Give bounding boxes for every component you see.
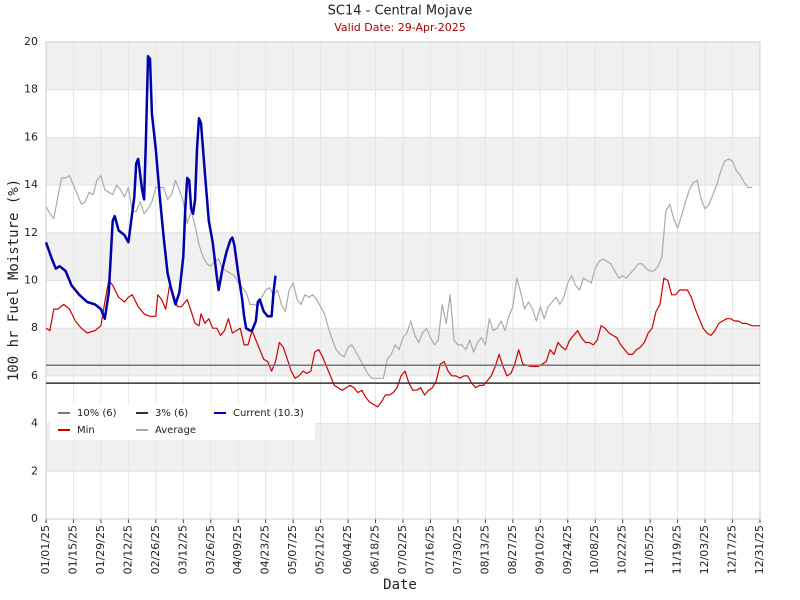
series-line <box>44 55 277 332</box>
x-tick-label: 10/08/25 <box>588 525 601 574</box>
x-tick-label: 07/16/25 <box>423 525 436 574</box>
x-tick-label: 01/29/25 <box>94 525 107 574</box>
x-tick-label: 02/12/25 <box>121 525 134 574</box>
x-tick-label: 04/09/25 <box>231 525 244 574</box>
x-tick-label: 09/10/25 <box>533 525 546 574</box>
legend-label: Min <box>77 425 95 436</box>
legend-label: 3% (6) <box>155 408 188 419</box>
x-tick-label: 03/26/25 <box>204 525 217 574</box>
y-tick-label: 6 <box>31 369 38 382</box>
x-tick-label: 06/04/25 <box>341 525 354 574</box>
y-tick-label: 14 <box>24 178 38 191</box>
y-tick-label: 10 <box>24 274 38 287</box>
x-tick-label: 01/01/25 <box>39 525 52 574</box>
y-tick-label: 2 <box>31 464 38 477</box>
x-tick-label: 06/18/25 <box>369 525 382 574</box>
plot-frame <box>45 41 761 520</box>
chart-title: SC14 - Central Mojave <box>328 4 473 19</box>
y-tick-label: 20 <box>24 35 38 48</box>
x-tick-label: 07/02/25 <box>396 525 409 574</box>
y-tick-label: 12 <box>24 226 38 239</box>
x-tick-label: 09/24/25 <box>561 525 574 574</box>
series-line <box>45 158 753 379</box>
x-tick-label: 08/27/25 <box>506 525 519 574</box>
x-tick-label: 03/12/25 <box>176 525 189 574</box>
x-tick-label: 08/13/25 <box>478 525 491 574</box>
legend-label: 10% (6) <box>77 408 117 419</box>
x-tick-label: 12/17/25 <box>726 525 739 574</box>
x-tick-label: 05/21/25 <box>314 525 327 574</box>
x-tick-label: 11/19/25 <box>671 525 684 574</box>
legend-label: Average <box>155 425 196 436</box>
y-tick-label: 16 <box>24 130 38 143</box>
x-tick-label: 12/03/25 <box>698 525 711 574</box>
y-tick-label: 0 <box>31 512 38 525</box>
legend-box <box>50 403 315 440</box>
x-tick-label: 04/23/25 <box>259 525 272 574</box>
y-tick-label: 4 <box>31 417 38 430</box>
x-axis-label: Date <box>383 577 417 593</box>
legend-label: Current (10.3) <box>233 408 304 419</box>
x-tick-label: 12/31/25 <box>753 525 766 574</box>
x-tick-label: 11/05/25 <box>643 525 656 574</box>
x-tick-label: 07/30/25 <box>451 525 464 574</box>
chart-subtitle: Valid Date: 29-Apr-2025 <box>334 21 466 34</box>
x-tick-label: 10/22/25 <box>616 525 629 574</box>
y-tick-label: 18 <box>24 83 38 96</box>
x-tick-label: 02/26/25 <box>149 525 162 574</box>
y-axis-label: 100 hr Fuel Moisture (%) <box>6 179 22 381</box>
x-tick-label: 05/07/25 <box>286 525 299 574</box>
x-tick-label: 01/15/25 <box>66 525 79 574</box>
y-tick-label: 8 <box>31 321 38 334</box>
